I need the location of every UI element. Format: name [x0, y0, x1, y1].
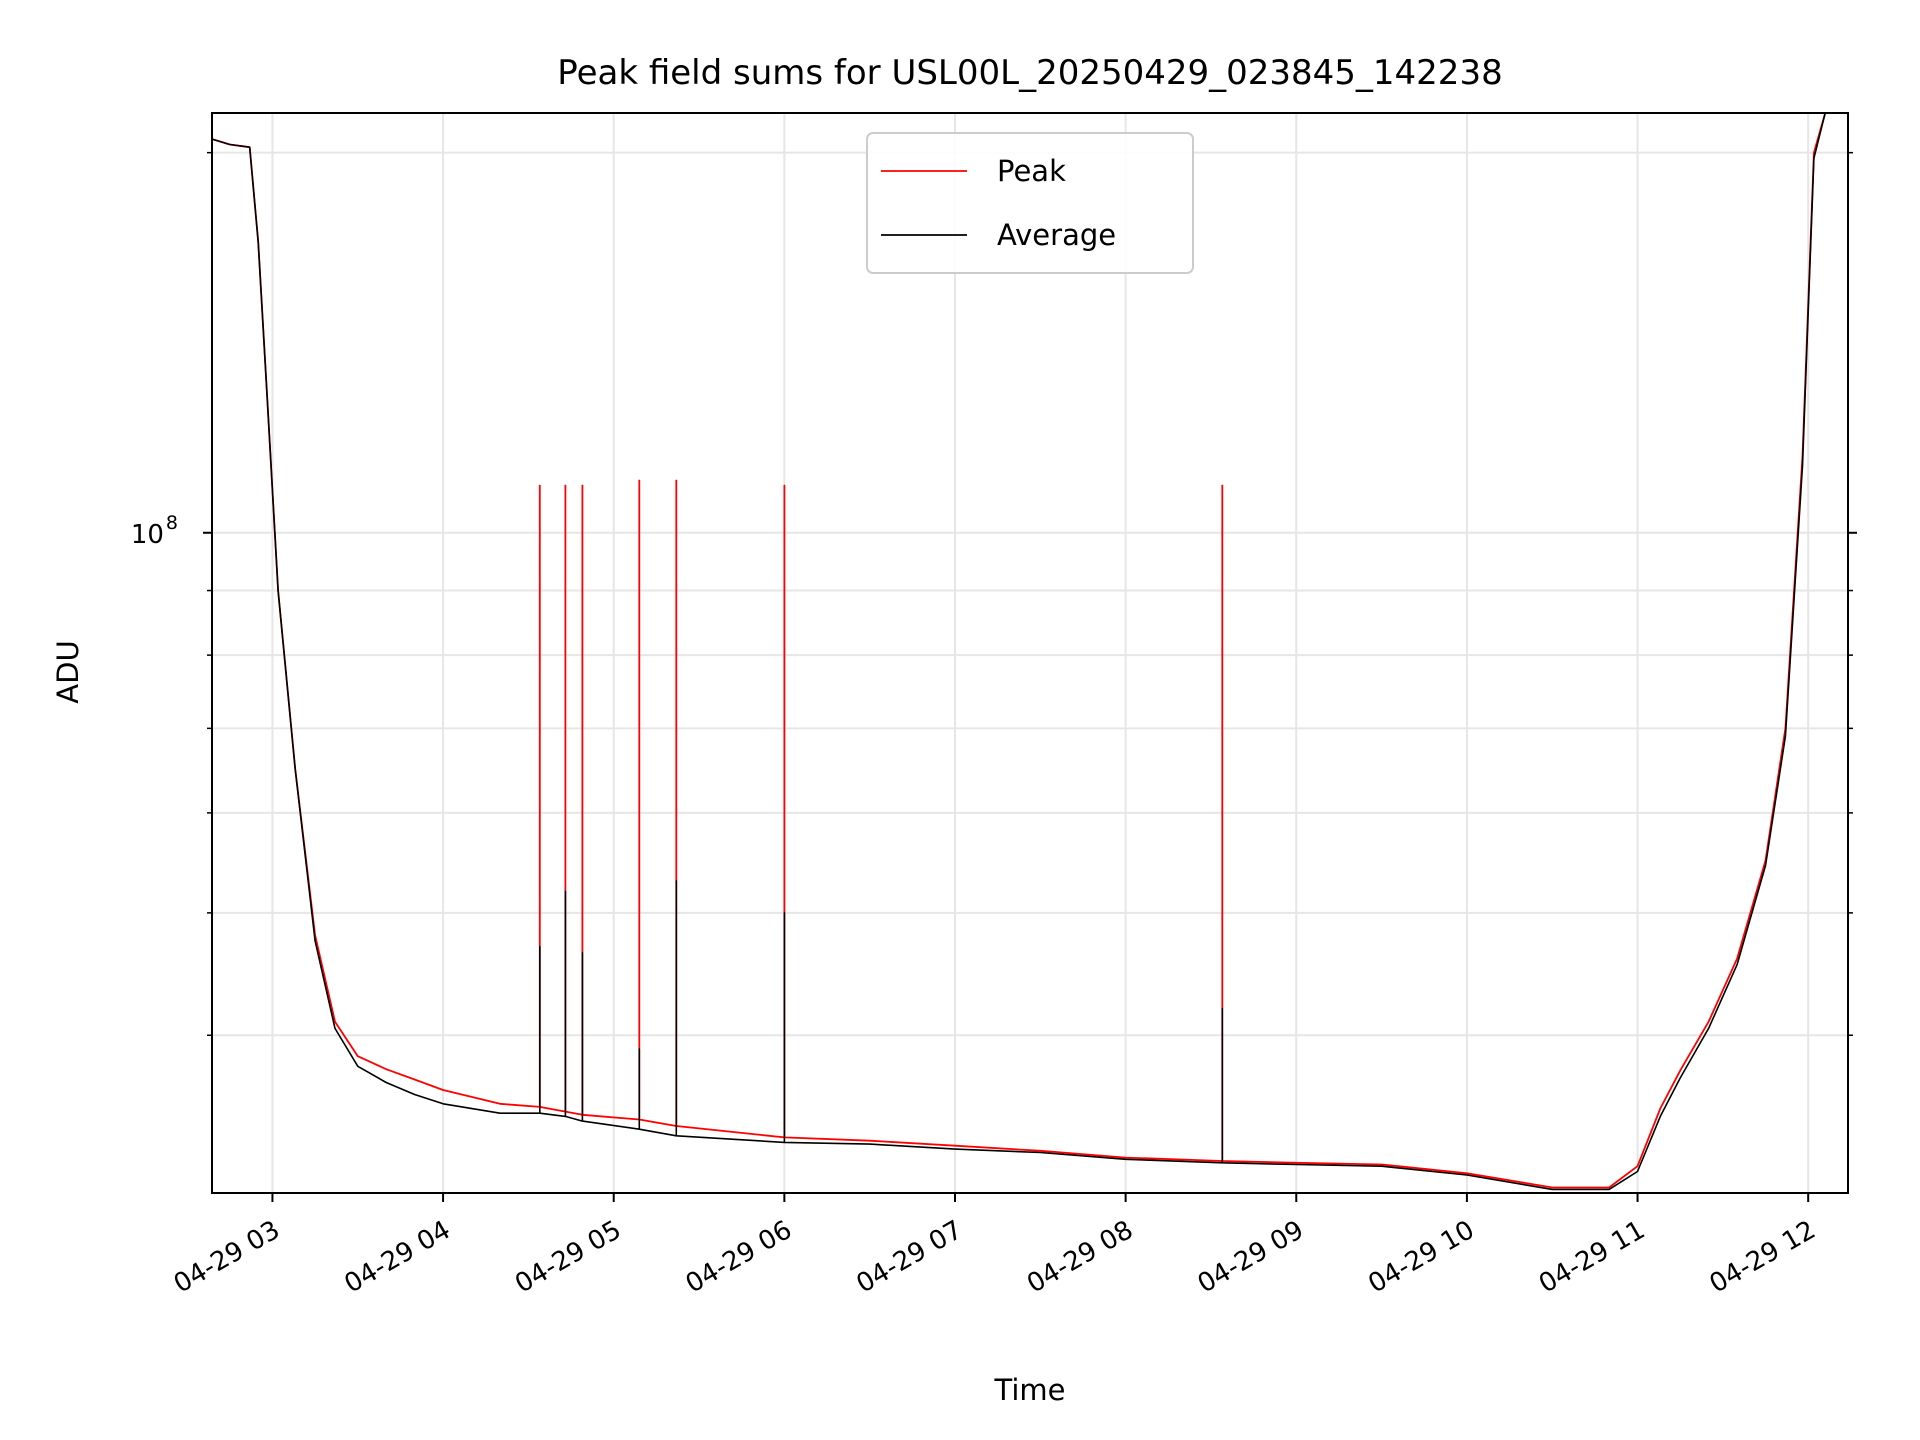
legend-label-peak: Peak: [997, 154, 1066, 188]
legend-box: [866, 132, 1194, 274]
grid-layer: [212, 113, 1848, 1193]
chart-legend: Peak Average: [866, 132, 1194, 274]
y-axis-label: ADU: [51, 640, 85, 703]
legend-label-average: Average: [997, 218, 1116, 252]
series-line-average: [212, 113, 1826, 1191]
y-tick-label-exponent-0: 8: [166, 512, 178, 534]
x-axis-label: Time: [994, 1373, 1066, 1407]
series-line-peak: [212, 113, 1827, 1189]
series-layer: [212, 113, 1827, 1191]
chart-title: Peak field sums for USL00L_20250429_0238…: [557, 53, 1502, 93]
plot-frame: [211, 112, 1849, 1194]
